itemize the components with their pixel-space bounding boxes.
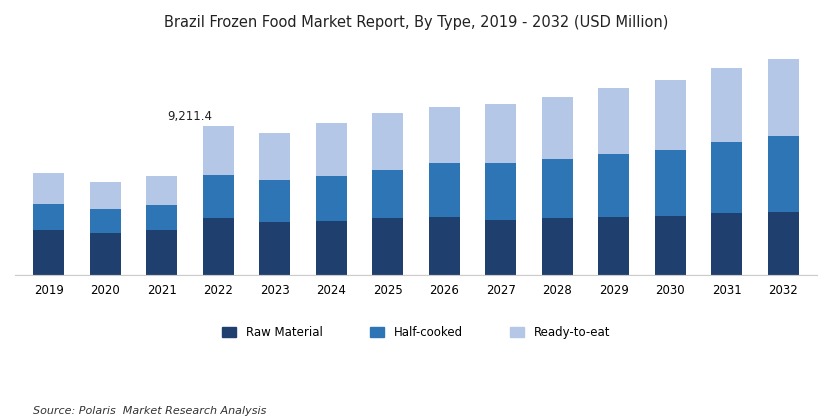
Legend: Raw Material, Half-cooked, Ready-to-eat: Raw Material, Half-cooked, Ready-to-eat (222, 326, 610, 339)
Bar (146, 230, 177, 275)
Bar (428, 107, 460, 163)
Bar (768, 59, 799, 136)
Bar (203, 175, 234, 218)
Bar (485, 104, 516, 163)
Bar (598, 88, 629, 154)
Bar (203, 126, 234, 175)
Bar (260, 133, 290, 180)
Bar (485, 220, 516, 275)
Bar (316, 176, 347, 221)
Bar (90, 209, 121, 233)
Text: 9,211.4: 9,211.4 (167, 110, 213, 123)
Bar (598, 217, 629, 275)
Bar (146, 204, 177, 230)
Bar (428, 163, 460, 217)
Bar (711, 143, 742, 214)
Bar (768, 212, 799, 275)
Bar (542, 97, 572, 158)
Bar (203, 218, 234, 275)
Bar (655, 80, 686, 150)
Text: Source: Polaris  Market Research Analysis: Source: Polaris Market Research Analysis (33, 406, 266, 416)
Bar (260, 222, 290, 275)
Bar (542, 158, 572, 218)
Bar (655, 150, 686, 216)
Bar (90, 233, 121, 275)
Bar (372, 218, 404, 275)
Bar (655, 216, 686, 275)
Bar (260, 180, 290, 222)
Bar (711, 214, 742, 275)
Bar (768, 136, 799, 212)
Bar (598, 154, 629, 217)
Bar (33, 173, 64, 204)
Bar (711, 68, 742, 143)
Bar (372, 113, 404, 170)
Bar (33, 229, 64, 275)
Title: Brazil Frozen Food Market Report, By Type, 2019 - 2032 (USD Million): Brazil Frozen Food Market Report, By Typ… (164, 15, 668, 30)
Bar (146, 176, 177, 204)
Bar (542, 218, 572, 275)
Bar (372, 170, 404, 218)
Bar (33, 204, 64, 229)
Bar (316, 123, 347, 176)
Bar (485, 163, 516, 220)
Bar (428, 217, 460, 275)
Bar (316, 221, 347, 275)
Bar (90, 182, 121, 209)
